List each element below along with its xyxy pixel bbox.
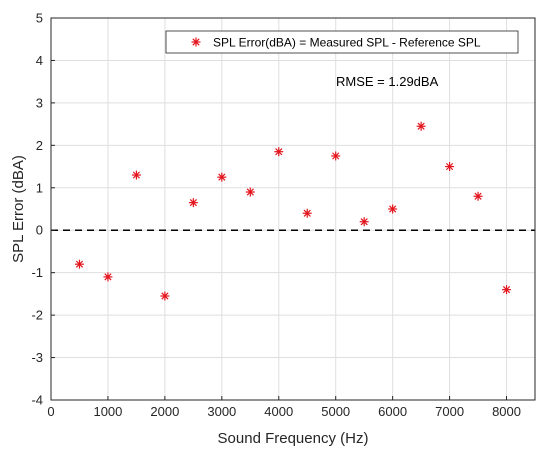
legend: SPL Error(dBA) = Measured SPL - Referenc… [165, 30, 519, 54]
x-axis-label: Sound Frequency (Hz) [218, 430, 369, 447]
data-point [388, 204, 398, 214]
data-point [217, 172, 227, 182]
y-tick-label: 2 [36, 138, 43, 153]
y-tick-label: -2 [31, 308, 43, 323]
y-tick-label: 0 [36, 223, 43, 238]
y-tick-label: 5 [36, 11, 43, 26]
data-point [103, 272, 113, 282]
legend-entry: SPL Error(dBA) = Measured SPL - Referenc… [213, 36, 481, 50]
data-point [359, 217, 369, 227]
y-tick-label: 1 [36, 180, 43, 195]
x-axis-ticks: 0 1000 2000 3000 4000 5000 6000 7000 8000 [47, 396, 521, 419]
data-point [131, 170, 141, 180]
x-tick-label: 6000 [378, 404, 407, 419]
data-point [416, 121, 426, 131]
x-tick-label: 5000 [321, 404, 350, 419]
data-point [302, 208, 312, 218]
y-tick-label: 3 [36, 95, 43, 110]
y-tick-label: 4 [36, 53, 43, 68]
x-tick-label: 1000 [93, 404, 122, 419]
rmse-annotation: RMSE = 1.29dBA [336, 74, 439, 89]
data-point [274, 147, 284, 157]
y-tick-label: -3 [31, 350, 43, 365]
y-tick-label: -4 [31, 393, 43, 408]
plot-frame [50, 17, 536, 401]
data-point [473, 191, 483, 201]
data-point [245, 187, 255, 197]
data-point [74, 259, 84, 269]
legend-box [165, 30, 519, 54]
x-tick-label: 2000 [150, 404, 179, 419]
x-tick-label: 8000 [492, 404, 521, 419]
data-point [502, 285, 512, 295]
plot-area [51, 18, 535, 400]
y-axis-ticks: 5 4 3 2 1 0 -1 -2 -3 -4 [31, 11, 55, 408]
x-tick-label: 3000 [207, 404, 236, 419]
data-point [445, 162, 455, 172]
data-point [331, 151, 341, 161]
x-tick-label: 4000 [264, 404, 293, 419]
data-markers [74, 121, 512, 301]
x-tick-label: 7000 [435, 404, 464, 419]
legend-marker [191, 37, 201, 47]
data-point [188, 198, 198, 208]
x-tick-label: 0 [47, 404, 54, 419]
data-point [160, 291, 170, 301]
legend-marker-symbol [191, 37, 201, 47]
y-tick-label: -1 [31, 265, 43, 280]
y-axis-label: SPL Error (dBA) [10, 155, 27, 263]
